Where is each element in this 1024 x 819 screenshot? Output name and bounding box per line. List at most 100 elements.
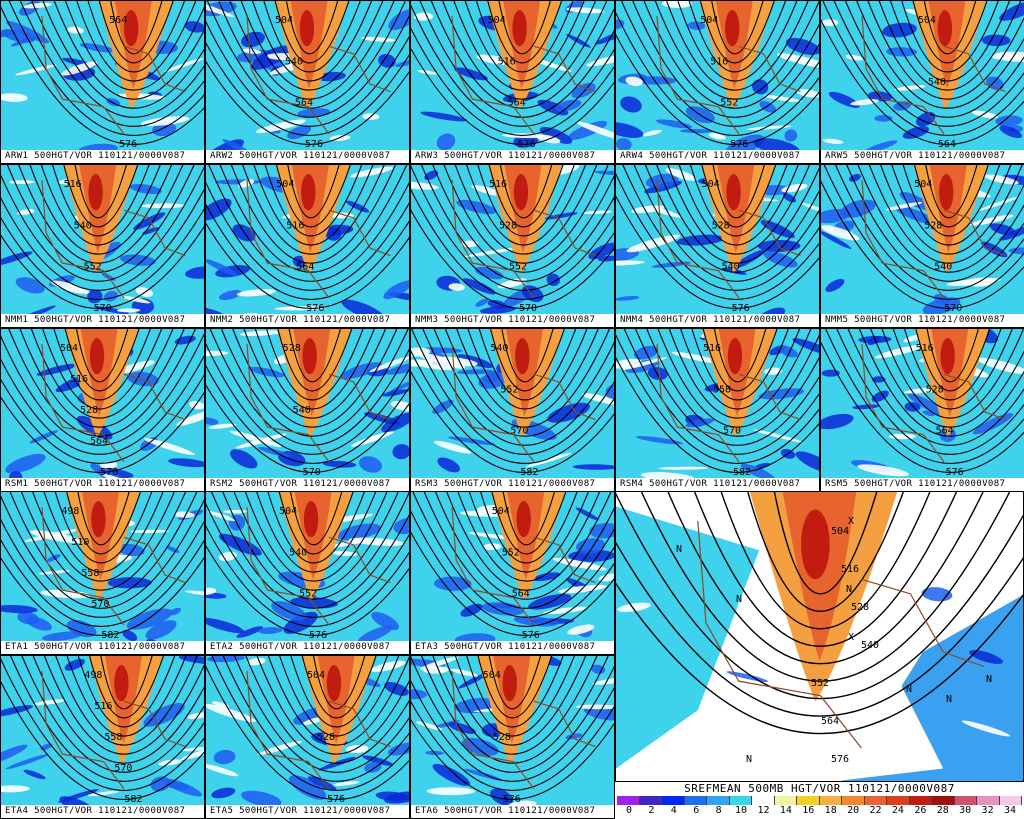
contour-label: 528 [712,220,730,231]
colorbar-swatch [662,796,685,805]
panel-label: RSM2 500HGT/VOR 110121/0000V087 [206,478,409,491]
ensemble-member-panel: 504 552 564 576 ETA3 500HGT/VOR 110121/0000V… [410,491,615,655]
colorbar-swatch [617,796,640,805]
contour-label: 564 [90,436,108,447]
mean-contour-label: 564 [821,716,839,727]
ensemble-member-panel: 498 510 558 570 582 ETA1 500HGT/VOR 110121/00… [0,491,205,655]
colorbar-tick-label: 24 [891,805,904,816]
contour-label: 528 [926,384,944,395]
member-map: 504 540 564 [821,1,1024,152]
contour-label: 528 [80,405,98,416]
ensemble-member-panel: 504 516 552 576 ARW4 500HGT/VOR 110121/0000V… [615,0,820,164]
contour-label: 540 [928,77,946,88]
contour-label: 570 [944,303,962,314]
colorbar-tick-label: 30 [959,805,972,816]
contour-label: 540 [293,405,311,416]
contour-label: 504 [483,670,501,681]
ensemble-member-panel: 504 540 552 576 ETA2 500HGT/VOR 110121/0000V… [205,491,410,655]
contour-label: 528 [499,220,517,231]
ensemble-member-panel: 498 516 558 570 582 ETA4 500HGT/VOR 110121/00… [0,655,205,819]
contour-label: 582 [520,467,538,478]
ensemble-member-panel: 504 516 528 564 576 RSM1 500HGT/VOR 110121/00… [0,328,205,492]
contour-label: 576 [327,794,345,805]
colorbar-swatch [977,796,1000,805]
contour-label: 510 [71,537,89,548]
contour-label: 504 [307,670,325,681]
member-map: 504 540 564 576 [206,1,409,152]
panel-label: NMM1 500HGT/VOR 110121/0000V087 [1,314,204,327]
srefmean-panel: 504 516 528 540 552 564 576 N N N N N N N X X [615,491,1024,782]
mean-contour-label: 576 [831,754,849,765]
colorbar-swatch [999,796,1022,805]
colorbar-swatch [752,796,775,805]
contour-label: 576 [305,139,323,150]
ensemble-member-panel: 516 528 552 570 NMM3 500HGT/VOR 110121/0000V… [410,164,615,328]
colorbar-tick-label: 14 [779,805,792,816]
contour-label: 516 [286,220,304,231]
ensemble-member-panel: 528 540 570 RSM2 500HGT/VOR 110121/0000V087 [205,328,410,492]
member-map: 516 528 564 576 [821,329,1024,480]
contour-label: 504 [276,179,294,190]
contour-label: 540 [722,262,740,273]
colorbar-swatch [729,796,752,805]
contour-label: 576 [946,467,964,478]
contour-label: 498 [61,506,79,517]
contour-label: 564 [938,139,956,150]
contour-label: 504 [700,15,718,26]
contour-label: 570 [303,467,321,478]
ensemble-member-panel: 504 528 576 ETA6 500HGT/VOR 110121/0000V087 [410,655,615,819]
ensemble-member-panel: 504 528 576 ETA5 500HGT/VOR 110121/0000V087 [205,655,410,819]
contour-label: 576 [730,139,748,150]
trough-marker-n: N [986,674,992,685]
colorbar-tick-label: 0 [625,805,633,816]
panel-label: RSM5 500HGT/VOR 110121/0000V087 [821,478,1024,491]
colorbar-swatch [797,796,820,805]
panel-label: ARW4 500HGT/VOR 110121/0000V087 [616,150,819,163]
panel-label: RSM1 500HGT/VOR 110121/0000V087 [1,478,204,491]
contour-label: 540 [285,56,303,67]
contour-label: 552 [509,262,527,273]
member-map: 516 528 552 570 [411,165,614,316]
colorbar-swatch [684,796,707,805]
contour-label: 564 [295,98,313,109]
contour-label: 552 [84,262,102,273]
colorbar-tick-label: 18 [824,805,837,816]
contour-label: 576 [522,630,540,641]
trough-marker-n: N [746,754,752,765]
colorbar-tick-label: 28 [936,805,949,816]
colorbar-tick-label: 10 [735,805,748,816]
contour-label: 582 [733,467,751,478]
contour-label: 558 [81,568,99,579]
panel-label: NMM4 500HGT/VOR 110121/0000V087 [616,314,819,327]
contour-label: 564 [109,15,127,26]
ensemble-member-panel: 516 558 570 582 RSM4 500HGT/VOR 110121/0000V… [615,328,820,492]
contour-label: 516 [703,343,721,354]
contour-label: 516 [498,56,516,67]
colorbar-swatch [909,796,932,805]
colorbar-swatch [864,796,887,805]
colorbar-swatch [774,796,797,805]
member-map: 564 576 [1,1,204,152]
panel-label: RSM3 500HGT/VOR 110121/0000V087 [411,478,614,491]
contour-label: 558 [713,384,731,395]
panel-label: ARW1 500HGT/VOR 110121/0000V087 [1,150,204,163]
member-map: 540 552 570 582 [411,329,614,480]
colorbar-tick-label: 20 [847,805,860,816]
member-map: 504 552 564 576 [411,492,614,643]
trough-marker-n: N [846,584,852,595]
contour-label: 576 [732,303,750,314]
member-map: 516 558 570 582 [616,329,819,480]
mean-contour-label: 528 [851,602,869,613]
contour-label: 504 [918,15,936,26]
member-map: 504 528 540 570 [821,165,1024,316]
mean-panel-title: SREFMEAN 500MB HGT/VOR 110121/0000V087 [617,782,1022,796]
contour-label: 516 [94,701,112,712]
colorbar-tick-label: 22 [869,805,882,816]
colorbar-tick-label: 32 [981,805,994,816]
colorbar-tick-label: 34 [1003,805,1017,816]
contour-label: 570 [723,426,741,437]
contour-label: 558 [104,732,122,743]
colorbar-tick-label: 16 [802,805,815,816]
vorticity-colorbar [617,796,1022,805]
